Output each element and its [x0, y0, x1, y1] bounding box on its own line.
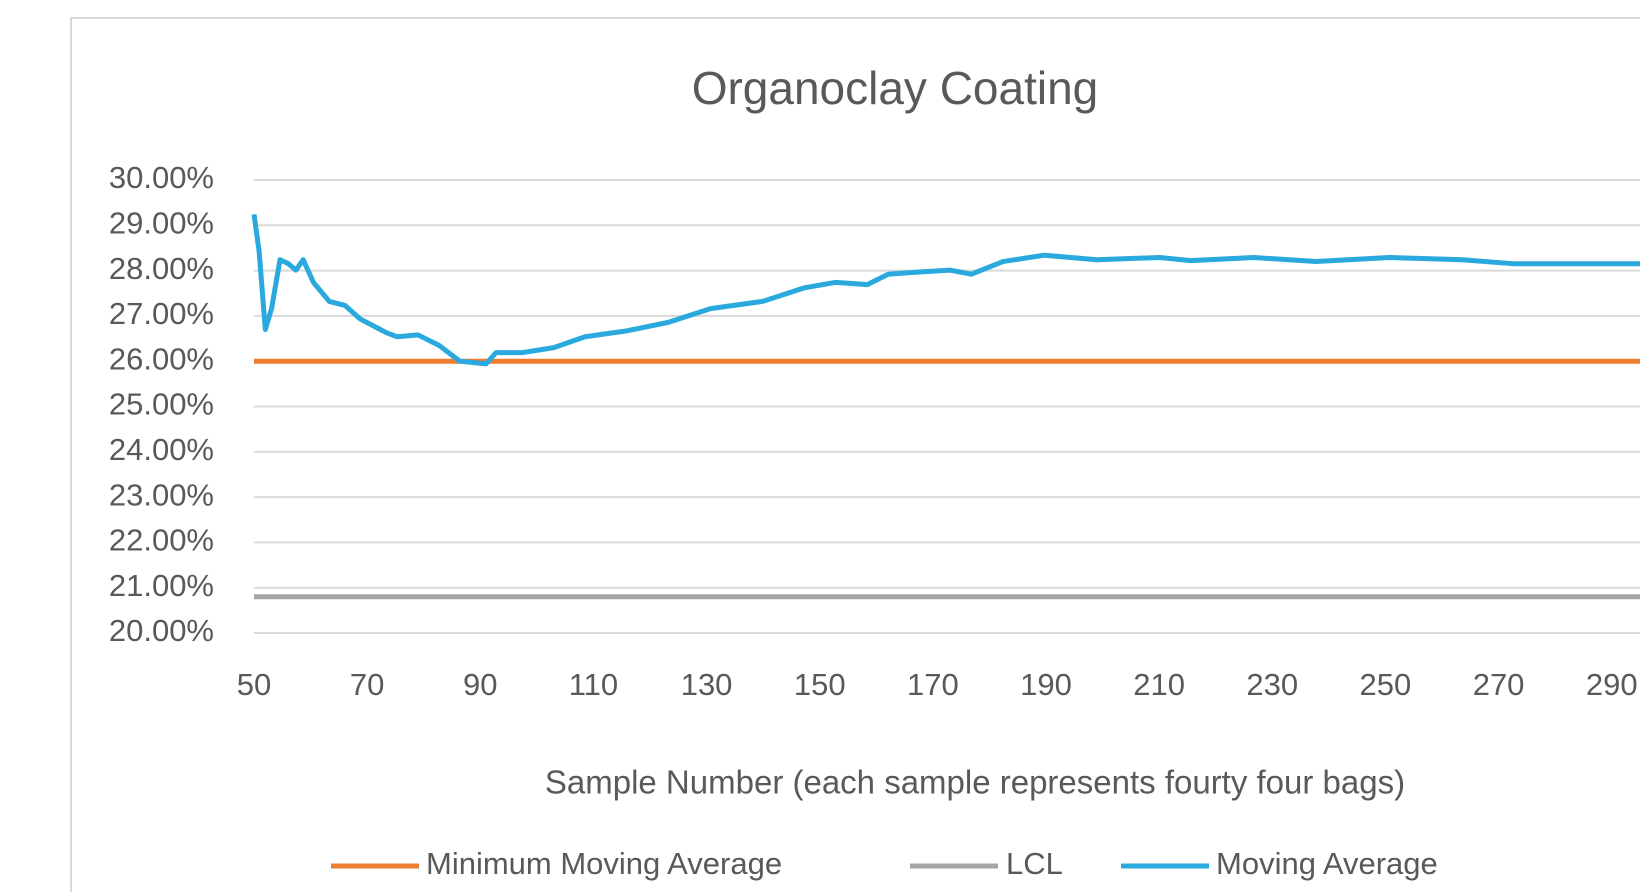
x-tick-label: 190 [1020, 667, 1072, 702]
x-tick-label: 170 [907, 667, 959, 702]
x-tick-label: 50 [237, 667, 271, 702]
x-tick-label: 250 [1360, 667, 1412, 702]
y-tick-label: 20.00% [109, 613, 214, 648]
y-tick-label: 25.00% [109, 387, 214, 422]
x-tick-label: 270 [1473, 667, 1525, 702]
x-tick-label: 90 [463, 667, 497, 702]
y-tick-label: 22.00% [109, 523, 214, 558]
x-tick-label: 290 [1586, 667, 1638, 702]
y-tick-label: 21.00% [109, 568, 214, 603]
x-tick-label: 230 [1246, 667, 1298, 702]
y-tick-label: 29.00% [109, 205, 214, 240]
y-tick-label: 23.00% [109, 477, 214, 512]
chart-frame [70, 17, 1640, 892]
x-tick-label: 110 [569, 667, 618, 702]
x-axis-label: Sample Number (each sample represents fo… [545, 764, 1405, 801]
legend-label: Moving Average [1216, 846, 1438, 881]
y-tick-label: 27.00% [109, 296, 214, 331]
y-tick-label: 28.00% [109, 251, 214, 286]
y-tick-label: 30.00% [109, 160, 214, 195]
x-tick-label: 70 [350, 667, 384, 702]
legend-label: Minimum Moving Average [426, 846, 782, 881]
legend-label: LCL [1006, 846, 1063, 881]
line-series [251, 214, 1640, 367]
chart-title: Organoclay Coating [692, 62, 1099, 114]
x-tick-label: 130 [681, 667, 733, 702]
y-tick-label: 24.00% [109, 432, 214, 467]
x-tick-label: 150 [794, 667, 846, 702]
y-tick-label: 26.00% [109, 341, 214, 376]
x-tick-label: 210 [1133, 667, 1185, 702]
